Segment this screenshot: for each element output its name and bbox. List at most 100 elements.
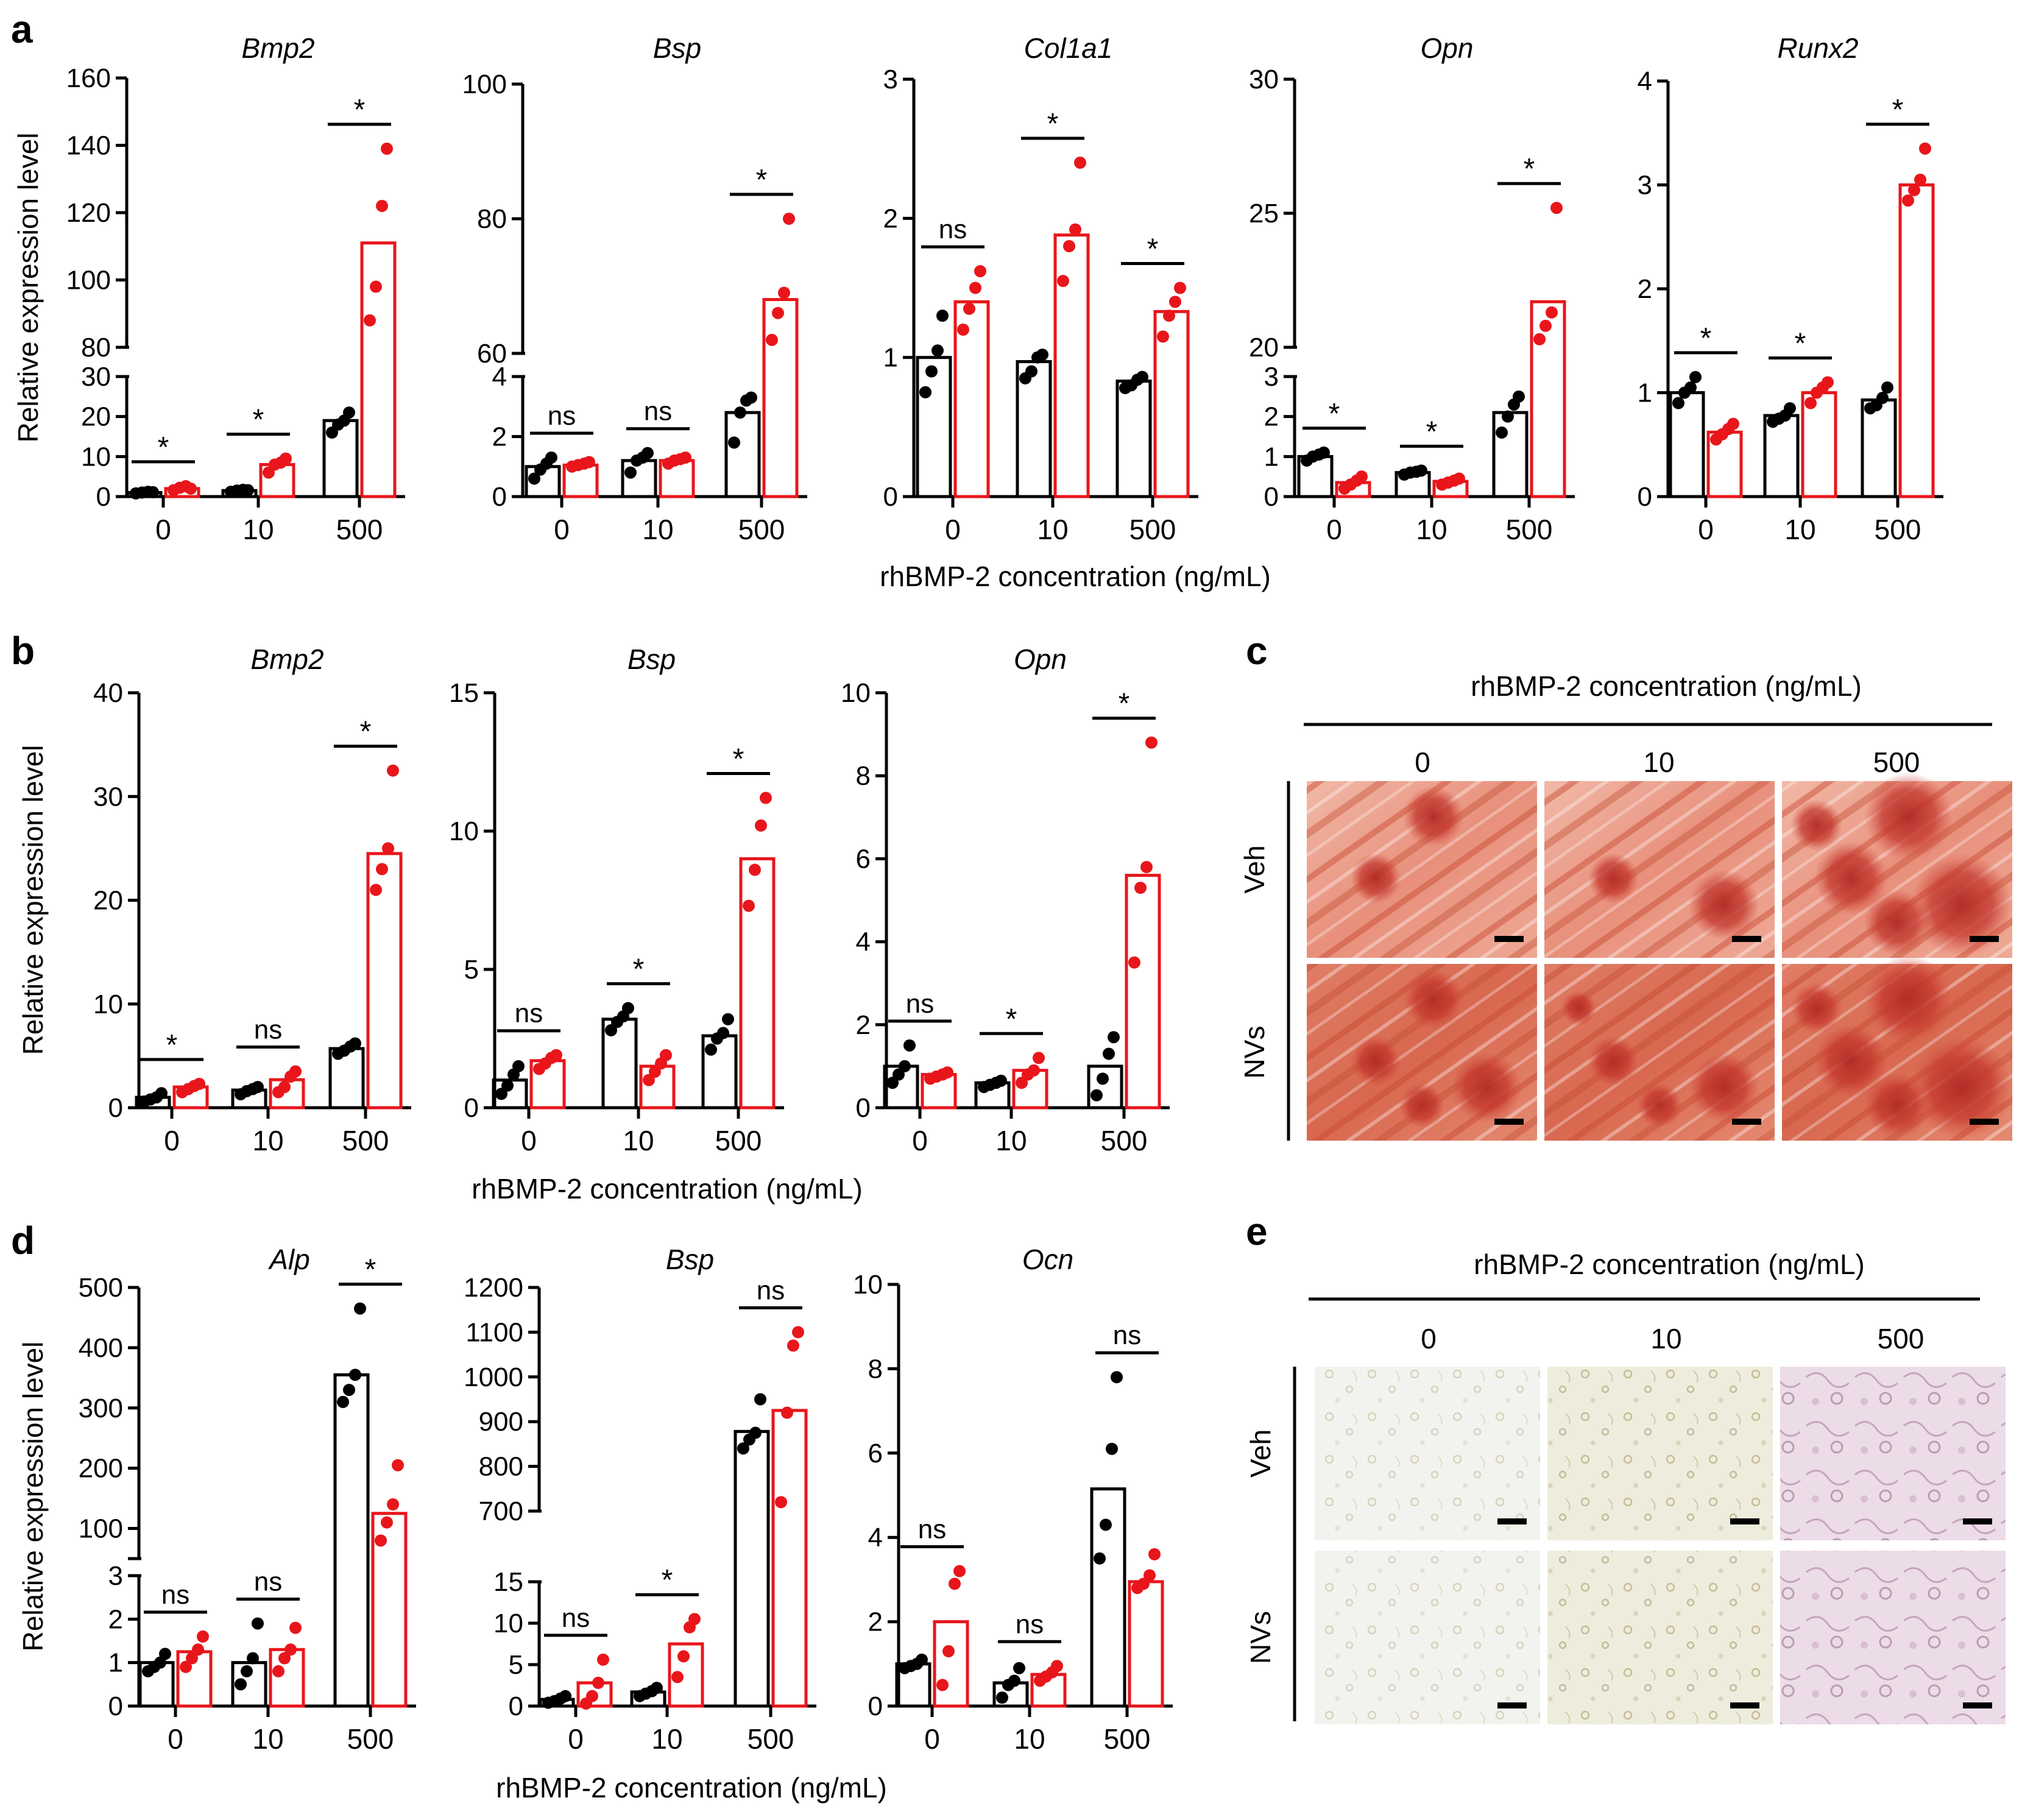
- data-point-nvs: [1134, 882, 1147, 894]
- micrograph-e-nvs-500: [1780, 1551, 2006, 1724]
- bar-nvs: [771, 1409, 808, 1708]
- significance-label: *: [166, 1029, 178, 1061]
- data-point-nvs: [1539, 319, 1552, 332]
- data-point-nvs: [671, 1671, 684, 1684]
- data-point-nvs: [1546, 306, 1558, 319]
- data-point-veh: [651, 1682, 663, 1694]
- x-tick-label: 0: [1698, 514, 1714, 545]
- y-tick-label: 8: [856, 761, 871, 791]
- data-point-nvs: [1533, 333, 1546, 345]
- significance-label: *: [1047, 108, 1059, 140]
- y-tick-label: 300: [79, 1393, 123, 1423]
- data-point-nvs: [1453, 472, 1465, 485]
- significance-label: ns: [906, 989, 934, 1019]
- gene-title: Opn: [1014, 643, 1067, 675]
- data-point-veh: [722, 1013, 734, 1025]
- scale-bar: [1497, 1702, 1527, 1708]
- y-tick-label: 100: [462, 69, 507, 99]
- data-point-nvs: [381, 143, 393, 155]
- row-label: Veh: [1245, 1429, 1276, 1478]
- bar-veh: [1087, 1064, 1123, 1110]
- data-point-veh: [737, 1442, 749, 1455]
- x-tick-label: 500: [336, 514, 383, 545]
- y-tick-label: 4: [1638, 66, 1652, 96]
- mineral-nodule: [1561, 990, 1597, 1026]
- row-label: Veh: [1239, 845, 1270, 893]
- data-point-nvs: [787, 1339, 799, 1352]
- x-tick-label: 0: [554, 514, 570, 545]
- data-point-veh: [717, 1027, 729, 1039]
- y-tick-label: 3: [108, 1561, 123, 1591]
- y-tick-label: 2: [868, 1607, 883, 1637]
- bar-nvs: [1125, 874, 1161, 1110]
- mineral-nodule: [1814, 1024, 1888, 1098]
- data-point-veh: [1036, 349, 1048, 361]
- data-point-nvs: [1028, 1064, 1040, 1077]
- scale-bar: [1970, 1119, 1999, 1125]
- data-point-veh: [1013, 1662, 1025, 1674]
- x-tick-label: 500: [1875, 514, 1921, 545]
- data-point-nvs: [1057, 275, 1069, 288]
- data-point-veh: [1008, 1674, 1020, 1687]
- micrograph-e-nvs-0: [1315, 1551, 1540, 1724]
- significance-label: *: [1426, 416, 1438, 448]
- data-point-veh: [1090, 1089, 1103, 1102]
- panel-label: c: [1246, 629, 1268, 673]
- data-point-veh: [624, 466, 637, 479]
- scale-bar: [1732, 936, 1761, 942]
- y-tick-label: 1: [1638, 378, 1652, 408]
- data-point-veh: [545, 451, 557, 464]
- image-grid-e: e rhBMP-2 concentration (ng/mL) 0 10 500 Veh N…: [1245, 1209, 2006, 1724]
- bar-nvs: [366, 852, 403, 1110]
- data-point-nvs: [375, 1534, 387, 1547]
- significance-label: *: [1119, 688, 1130, 720]
- data-point-nvs: [289, 1065, 302, 1078]
- grid-title: rhBMP-2 concentration (ng/mL): [1471, 670, 1862, 702]
- panel-label: d: [11, 1219, 35, 1262]
- x-tick-label: 0: [568, 1723, 584, 1755]
- bar-veh: [1763, 414, 1800, 498]
- y-tick-label: 100: [79, 1514, 123, 1544]
- bar-nvs: [762, 298, 799, 498]
- data-point-nvs: [1169, 296, 1181, 308]
- data-point-veh: [1108, 1031, 1120, 1044]
- data-point-nvs: [1174, 281, 1186, 294]
- significance-label: *: [733, 743, 744, 776]
- y-axis-label: Relative expression level: [12, 133, 44, 443]
- data-point-veh: [1415, 464, 1427, 477]
- data-point-nvs: [193, 1077, 205, 1090]
- y-tick-label: 80: [477, 204, 507, 234]
- data-point-nvs: [755, 819, 767, 832]
- mineral-nodule: [1790, 982, 1843, 1034]
- y-axis-label: Relative expression level: [17, 1342, 49, 1652]
- gene-title: Ocn: [1022, 1244, 1073, 1275]
- y-tick-label: 4: [868, 1523, 883, 1553]
- data-point-veh: [349, 1037, 361, 1050]
- x-tick-label: 0: [924, 1723, 940, 1755]
- y-tick-label: 160: [66, 63, 111, 93]
- chart-d3: 0 2 4 6 8 10 0 ns 10 ns 500 ns Ocn: [853, 1244, 1173, 1755]
- data-point-veh: [899, 1060, 911, 1072]
- x-tick-label: 500: [715, 1125, 762, 1156]
- x-tick-label: 0: [168, 1723, 183, 1755]
- micrograph-e-nvs-10: [1547, 1551, 1773, 1724]
- y-tick-label: 1: [1264, 442, 1279, 472]
- y-tick-label: 2: [856, 1010, 871, 1040]
- data-point-nvs: [778, 286, 790, 299]
- y-tick-label: 3: [1638, 171, 1652, 200]
- mineral-nodule: [1688, 1052, 1760, 1124]
- y-tick-label: 60: [477, 339, 507, 369]
- data-point-nvs: [278, 1652, 291, 1665]
- x-tick-label: 500: [1101, 1125, 1148, 1156]
- data-point-nvs: [1908, 184, 1920, 197]
- x-tick-label: 10: [242, 514, 274, 545]
- chart-b3: 0 2 4 6 8 10 0 ns 10 * 500 * Opn: [841, 643, 1170, 1156]
- data-point-veh: [1502, 410, 1514, 423]
- bar-nvs: [360, 241, 397, 498]
- data-point-nvs: [185, 482, 197, 495]
- data-point-veh: [734, 406, 746, 419]
- significance-label: ns: [757, 1275, 785, 1305]
- mineral-nodule: [1451, 1052, 1522, 1124]
- cell-texture: [1315, 1551, 1540, 1724]
